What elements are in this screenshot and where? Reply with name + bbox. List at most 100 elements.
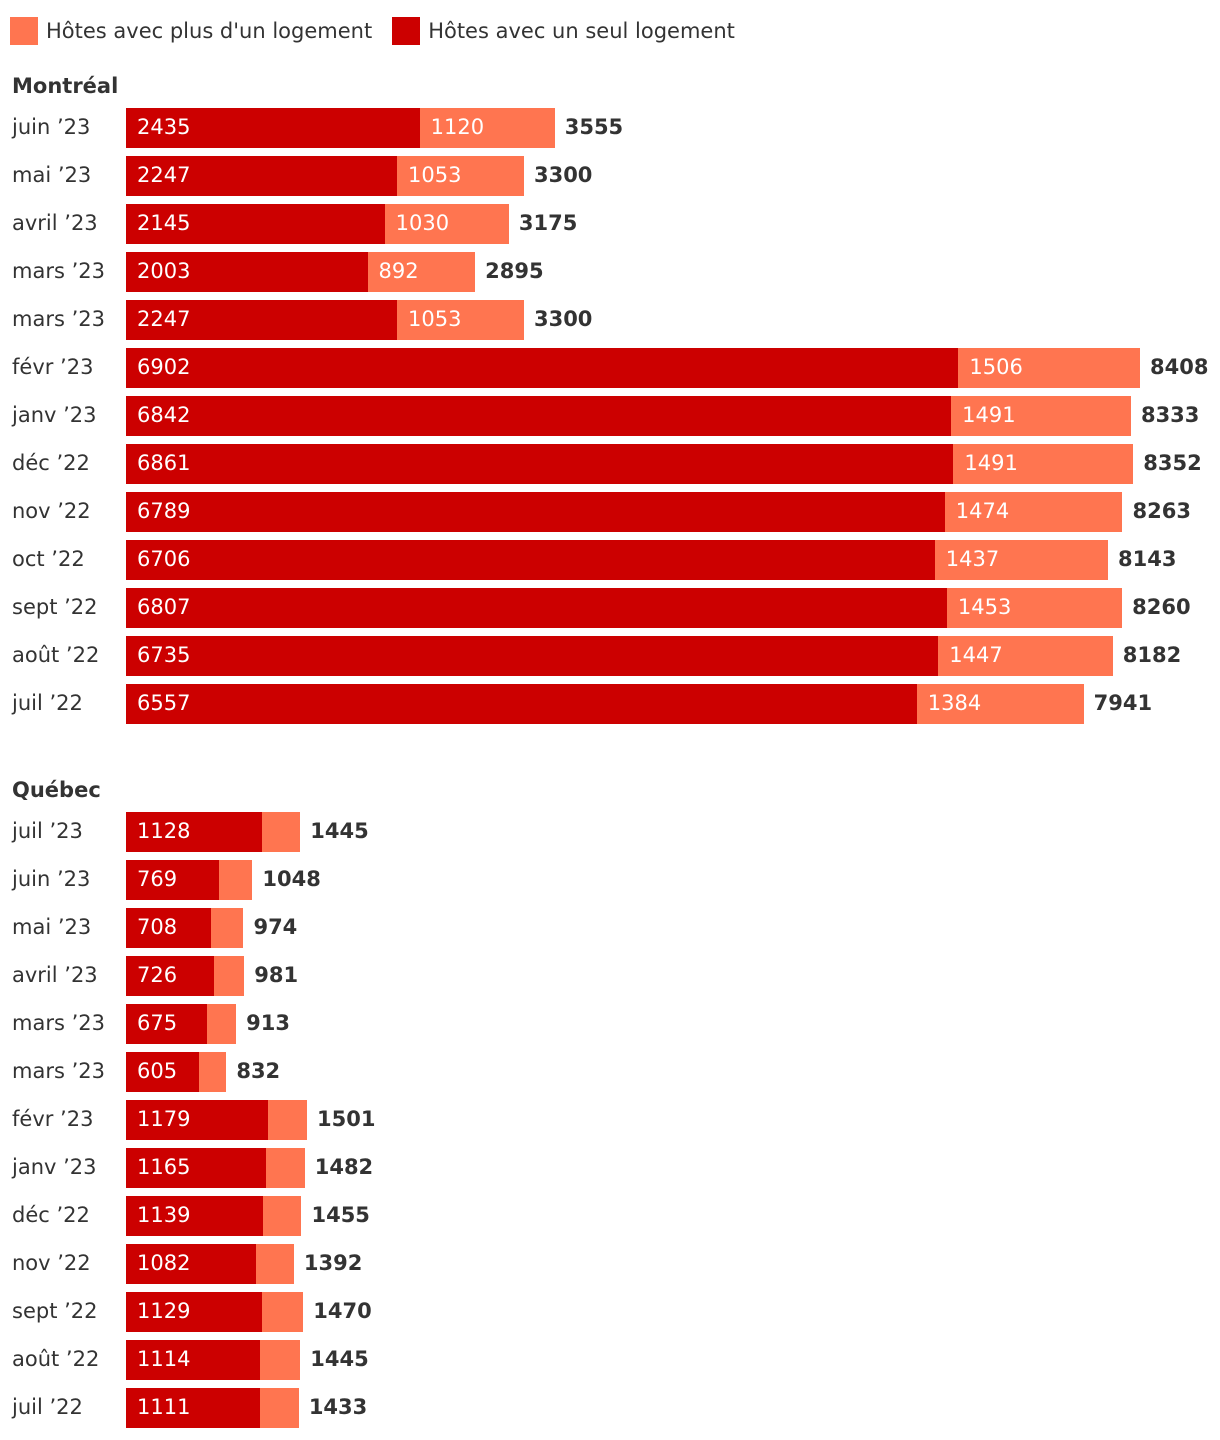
bar-row: juil ’23 1128 1445 (0, 812, 1220, 852)
bar-row: juil ’22 1111 1433 (0, 1388, 1220, 1428)
data-label-single: 1179 (137, 1107, 191, 1131)
data-label-multi: 1491 (962, 403, 1016, 427)
data-label-single: 769 (137, 867, 178, 891)
data-label-multi: 1053 (407, 163, 462, 187)
category-label: déc ’22 (12, 1203, 90, 1227)
bar-segment-multi: 892 (367, 252, 476, 292)
bar-segment-single: 1111 (126, 1388, 260, 1428)
bar-segment-multi: 1053 (396, 156, 524, 196)
bar-segment-multi (256, 1244, 294, 1284)
bar-segment-single: 726 (126, 956, 214, 996)
legend-item-multi: Hôtes avec plus d'un logement (10, 17, 372, 45)
data-label-total: 8182 (1122, 643, 1182, 667)
bar-segment-multi (266, 1148, 305, 1188)
panel-title: Québec (12, 778, 101, 802)
data-label-total: 7941 (1093, 691, 1153, 715)
data-label-single: 6706 (137, 547, 191, 571)
bar-segment-multi (268, 1100, 307, 1140)
data-label-multi: 1053 (407, 307, 462, 331)
data-label-total: 8263 (1132, 499, 1191, 523)
bar-segment-multi: 1447 (938, 636, 1113, 676)
bar-row: sept ’22 6807 1453 8260 (0, 588, 1220, 628)
category-label: juin ’23 (12, 115, 91, 139)
bar-row: août ’22 1114 1445 (0, 1340, 1220, 1380)
data-label-single: 6735 (137, 643, 191, 667)
data-label-total: 974 (253, 915, 298, 939)
category-label: mai ’23 (12, 163, 92, 187)
data-label-total: 1445 (310, 819, 369, 843)
data-label-total: 2895 (485, 259, 544, 283)
category-label: févr ’23 (12, 355, 94, 379)
data-label-total: 8408 (1150, 355, 1209, 379)
category-label: déc ’22 (12, 451, 90, 475)
category-label: avril ’23 (12, 963, 98, 987)
bar-row: janv ’23 1165 1482 (0, 1148, 1220, 1188)
bar-segment-multi (262, 1292, 304, 1332)
data-label-single: 2247 (137, 307, 191, 331)
bar-segment-multi (263, 1196, 302, 1236)
data-label-multi: 1506 (969, 355, 1023, 379)
bar-segment-multi (211, 908, 244, 948)
bar-row: févr ’23 6902 1506 8408 (0, 348, 1220, 388)
data-label-single: 1129 (137, 1299, 191, 1323)
bar-row: avril ’23 2145 1030 3175 (0, 204, 1220, 244)
data-label-total: 1445 (310, 1347, 369, 1371)
bar-segment-multi: 1491 (953, 444, 1134, 484)
category-label: juil ’22 (12, 1395, 83, 1419)
data-label-single: 6842 (137, 403, 191, 427)
bar-segment-single: 605 (126, 1052, 199, 1092)
data-label-total: 8260 (1132, 595, 1191, 619)
category-label: nov ’22 (12, 499, 91, 523)
data-label-single: 1128 (137, 819, 191, 843)
data-label-total: 1392 (303, 1251, 363, 1275)
bar-segment-single: 1128 (126, 812, 263, 852)
bar-segment-single: 6842 (126, 396, 952, 436)
legend: Hôtes avec plus d'un logement Hôtes avec… (10, 17, 755, 45)
category-label: août ’22 (12, 1347, 100, 1371)
category-label: janv ’23 (12, 403, 97, 427)
bar-segment-single: 1114 (126, 1340, 261, 1380)
data-label-single: 2435 (137, 115, 191, 139)
bar-row: sept ’22 1129 1470 (0, 1292, 1220, 1332)
data-label-total: 3555 (564, 115, 624, 139)
category-label: mars ’23 (12, 307, 105, 331)
data-label-single: 2003 (137, 259, 191, 283)
bar-row: nov ’22 1082 1392 (0, 1244, 1220, 1284)
bar-segment-multi (260, 1340, 301, 1380)
bar-segment-multi: 1384 (916, 684, 1084, 724)
data-label-multi: 1384 (927, 691, 982, 715)
data-label-single: 726 (137, 963, 178, 987)
data-label-total: 1048 (262, 867, 321, 891)
data-label-total: 8352 (1143, 451, 1202, 475)
bar-row: juin ’23 769 1048 (0, 860, 1220, 900)
category-label: janv ’23 (12, 1155, 97, 1179)
legend-swatch-single (392, 17, 421, 45)
category-label: août ’22 (12, 643, 100, 667)
data-label-single: 1114 (137, 1347, 191, 1371)
category-label: sept ’22 (12, 1299, 98, 1323)
bar-segment-multi: 1437 (934, 540, 1109, 580)
bar-segment-single: 675 (126, 1004, 208, 1044)
data-label-single: 6789 (137, 499, 191, 523)
category-label: avril ’23 (12, 211, 98, 235)
bar-segment-multi (213, 956, 245, 996)
bar-row: nov ’22 6789 1474 8263 (0, 492, 1220, 532)
data-label-total: 832 (236, 1059, 281, 1083)
bar-row: déc ’22 1139 1455 (0, 1196, 1220, 1236)
bar-segment-single: 2247 (126, 156, 397, 196)
bar-segment-single: 2145 (126, 204, 385, 244)
bar-segment-single: 2003 (126, 252, 368, 292)
bar-row: août ’22 6735 1447 8182 (0, 636, 1220, 676)
category-label: mars ’23 (12, 1011, 105, 1035)
bar-segment-multi: 1120 (419, 108, 555, 148)
data-label-single: 6902 (137, 355, 191, 379)
bar-segment-multi: 1474 (944, 492, 1123, 532)
data-label-single: 2247 (137, 163, 191, 187)
data-label-multi: 1491 (964, 451, 1018, 475)
data-label-total: 8143 (1118, 547, 1177, 571)
data-label-single: 1082 (137, 1251, 191, 1275)
data-label-total: 8333 (1140, 403, 1200, 427)
bar-row: mars ’23 605 832 (0, 1052, 1220, 1092)
bar-segment-single: 1129 (126, 1292, 263, 1332)
bar-row: juin ’23 2435 1120 3555 (0, 108, 1220, 148)
